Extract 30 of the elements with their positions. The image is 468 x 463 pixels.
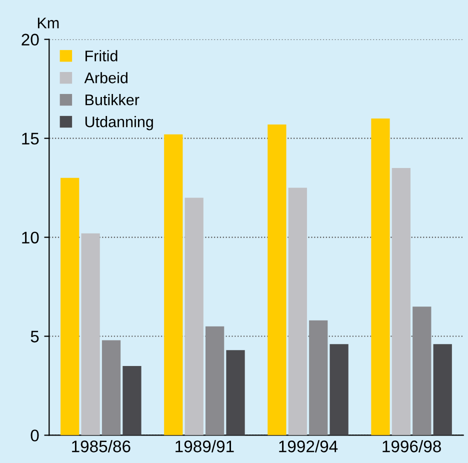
legend-label: Butikker: [86, 94, 140, 106]
bar: [205, 326, 224, 436]
bar: [392, 168, 411, 436]
y-tick-label: 0: [30, 430, 39, 442]
bar: [226, 350, 245, 436]
bar: [412, 306, 432, 436]
bar: [288, 188, 307, 436]
bar: [330, 344, 348, 436]
bar: [371, 118, 390, 436]
y-tick-label: 15: [22, 132, 39, 145]
bar: [122, 366, 142, 436]
legend-label: Utdanning: [85, 116, 153, 130]
x-tick-label: 1992/94: [279, 440, 338, 452]
bar: [102, 340, 121, 436]
y-tick-label: 20: [22, 34, 39, 46]
bar: [433, 344, 452, 436]
bar: [81, 233, 100, 436]
x-tick-label: 1985/86: [72, 440, 130, 452]
legend-label: Fritid: [86, 50, 118, 62]
bar: [184, 198, 204, 436]
bar: [268, 124, 286, 436]
y-axis-title: Km: [38, 18, 59, 28]
bar: [164, 134, 183, 436]
x-tick-label: 1989/91: [176, 440, 234, 452]
bar: [60, 178, 80, 436]
bar: [309, 320, 328, 436]
x-tick-label: 1996/98: [382, 440, 441, 452]
y-tick-label: 10: [22, 232, 39, 244]
y-tick-label: 5: [30, 330, 39, 342]
legend-label: Arbeid: [84, 72, 128, 84]
